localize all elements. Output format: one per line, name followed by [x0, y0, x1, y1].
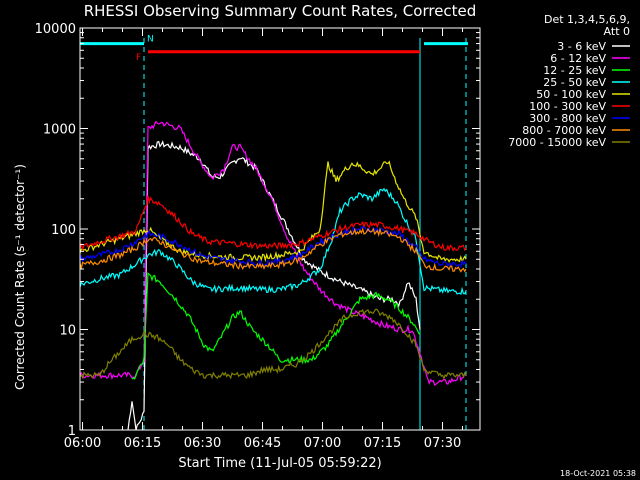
series-line [79, 187, 467, 295]
series-line [79, 120, 467, 386]
series-line [79, 227, 467, 273]
x-tick-label: 06:00 [64, 436, 101, 451]
legend-entry-label: 3 - 6 keV [557, 40, 606, 53]
y-tick-label: 1 [68, 424, 76, 439]
series-line [131, 272, 421, 380]
legend-entry-label: 12 - 25 keV [543, 64, 606, 77]
legend-entry-label: 7000 - 15000 keV [508, 136, 606, 149]
series-line [79, 195, 467, 252]
legend-entry-label: 6 - 12 keV [550, 52, 606, 65]
x-tick-label: 07:15 [364, 436, 401, 451]
legend-entry-label: 800 - 7000 keV [522, 124, 606, 137]
night-flag-label: N [147, 35, 154, 45]
flare-flag-label: F [136, 53, 141, 63]
legend-entry-label: 300 - 800 keV [529, 112, 606, 125]
y-tick-label: 10000 [35, 22, 76, 37]
x-tick-label: 07:30 [424, 436, 461, 451]
legend-entry-label: 50 - 100 keV [536, 88, 606, 101]
x-tick-label: 06:30 [184, 436, 221, 451]
y-axis-label: Corrected Count Rate (s⁻¹ detector⁻¹) [13, 164, 27, 390]
legend-header: Att 0 [604, 25, 630, 38]
x-axis-label: Start Time (11-Jul-05 05:59:22) [178, 456, 381, 471]
legend-entry-label: 25 - 50 keV [543, 76, 606, 89]
legend-entry-label: 100 - 300 keV [529, 100, 606, 113]
series-line [127, 140, 421, 431]
series-line [79, 308, 467, 380]
series-layer [79, 120, 467, 431]
legend-header: Det 1,3,4,5,6,9, [544, 13, 630, 26]
date-stamp: 18-Oct-2021 05:38 [560, 469, 636, 478]
series-line [79, 160, 467, 264]
y-tick-label: 100 [51, 223, 76, 238]
x-tick-label: 07:00 [304, 436, 341, 451]
chart-title: RHESSI Observing Summary Count Rates, Co… [84, 2, 477, 20]
x-tick-label: 06:45 [244, 436, 281, 451]
axis-layer: 1 10 100 1000 10000 06:00 06:15 06:30 06:45 07:00… [35, 22, 481, 451]
y-tick-label: 1000 [43, 123, 76, 138]
x-tick-label: 06:15 [124, 436, 161, 451]
y-tick-label: 10 [59, 324, 76, 339]
